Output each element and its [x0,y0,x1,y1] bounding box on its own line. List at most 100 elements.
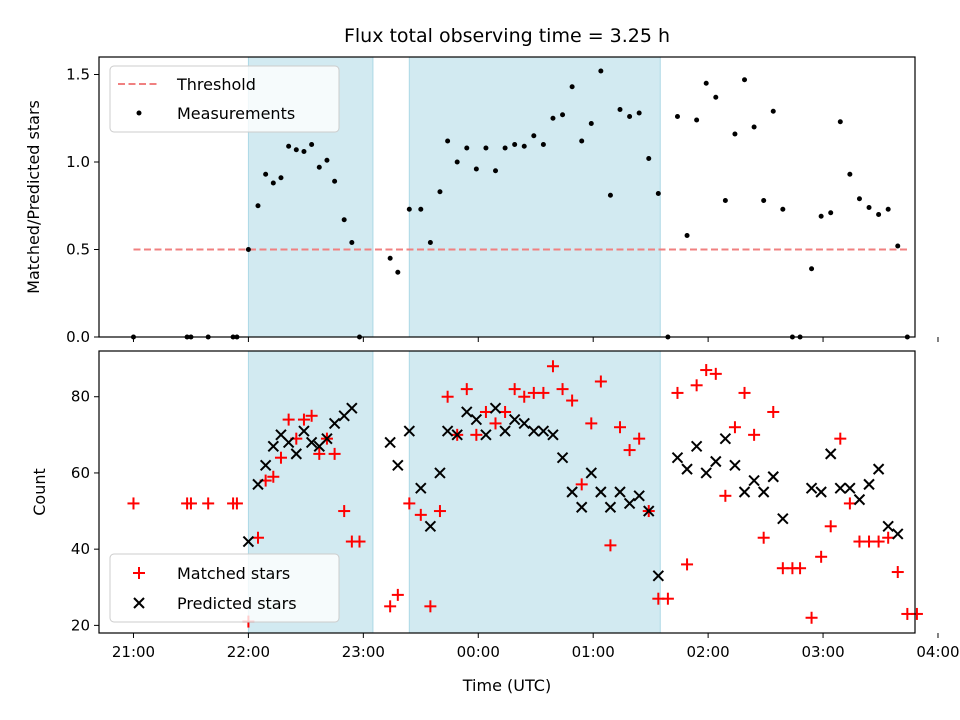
matched-star-point [882,531,895,544]
measurement-point [332,178,338,184]
y-tick-label: 1.0 [66,153,90,171]
predicted-star-point [748,474,760,487]
y-tick-label: 20 [71,616,90,634]
measurement-point [885,206,891,212]
matched-star-point [575,478,588,491]
matched-star-point [460,383,473,396]
predicted-star-point [700,467,712,479]
matched-star-point [489,417,502,430]
matched-star-point [614,421,627,434]
bottom-y-axis-label: Count [30,468,49,516]
matched-star-point [872,535,885,548]
predicted-star-point [424,520,437,533]
measurement-point [828,210,834,216]
predicted-star-point [671,451,684,464]
predicted-star-point [470,413,483,426]
measurement-point [761,198,767,203]
measurement-point [278,175,284,181]
matched-star-point [604,539,617,552]
measurement-point [722,198,728,203]
bottom-axes-frame [98,350,916,634]
predicted-star-point [328,417,341,430]
measurement-point [341,217,347,223]
top-x-ticks [132,337,939,342]
bottom-legend-box [109,553,340,623]
predicted-star-point [767,471,779,483]
x-tick-label: 23:00 [342,643,385,661]
x-axis-label: Time (UTC) [462,676,551,695]
measurement-point [818,213,824,219]
matched-star-point [910,607,923,620]
matched-star-point [585,417,598,430]
bottom-x-ticks: 21:00 22:00 23:00 00:00 01:00 02:00 03:00 04:00 [112,633,960,661]
figure-title: Flux total observing time = 3.25 h [344,25,670,47]
measurement-point [483,145,489,151]
matched-star-point [441,390,454,403]
predicted-star-point [556,451,569,464]
measurement-point [387,255,393,261]
predicted-star-point [259,459,272,472]
predicted-star-point [575,501,588,513]
matched-star-point [230,497,243,510]
matched-star-point [202,497,215,510]
matched-star-point [127,497,140,510]
y-tick-label: 80 [71,388,90,406]
predicted-star-point [777,512,789,525]
matched-star-point [719,489,732,502]
matched-star-point [556,383,569,396]
top-legend-box [109,65,340,133]
predicted-star-point [633,490,645,502]
x-tick-label: 04:00 [916,643,959,661]
measurement-point [521,143,527,149]
top-panel: 0.0 0.5 1.0 1.5 Matched/Predicted stars Thr… [24,56,939,346]
measurement-point [856,196,862,202]
measurement-point [464,145,470,151]
legend-matched-label: Matched stars [177,564,290,583]
matched-star-point [338,505,351,518]
predicted-star-point [282,436,295,449]
predicted-star-point [690,440,703,452]
matched-star-point [594,375,607,388]
measurement-point [427,240,433,245]
matched-star-point [794,562,807,575]
matched-star-point [282,413,295,426]
matched-star-point [633,432,646,445]
matched-star-point [824,520,837,533]
predicted-star-point [489,402,502,414]
matched-star-point [709,367,722,380]
x-tick-label: 03:00 [801,643,844,661]
measurement-point [579,138,585,144]
predicted-star-point [882,520,894,533]
measurement-point [655,191,661,196]
matched-star-point [546,360,559,373]
measurement-point [324,157,330,163]
bottom-panel: 21:00 22:00 23:00 00:00 01:00 02:00 03:00 04:00… [30,350,960,695]
predicted-star-point [815,486,827,498]
matched-star-point [479,405,492,418]
measurement-point [245,247,251,252]
predicted-star-point [547,429,559,441]
matched-star-point [470,428,483,441]
measurement-point [293,147,299,153]
measurement-points [130,68,910,340]
measurement-point [617,107,623,112]
predicted-star-point [480,429,492,441]
matched-star-point [353,535,366,548]
predicted-star-point [528,425,540,437]
measurement-point [684,233,690,238]
matched-star-point [671,386,684,399]
matched-star-point [424,600,437,613]
predicted-star-point [298,425,310,437]
predicted-star-point [853,493,866,506]
measurement-point [512,142,518,147]
measurement-point [636,110,642,116]
predicted-star-point [267,440,280,452]
legend-predicted-swatch [133,597,145,609]
predicted-star-point [585,467,597,479]
measurement-point [493,168,499,174]
measurement-point [531,133,537,139]
matched-star-point [297,413,310,426]
matched-star-point [305,409,318,422]
matched-star-point [384,600,397,613]
matched-star-point [537,386,550,399]
